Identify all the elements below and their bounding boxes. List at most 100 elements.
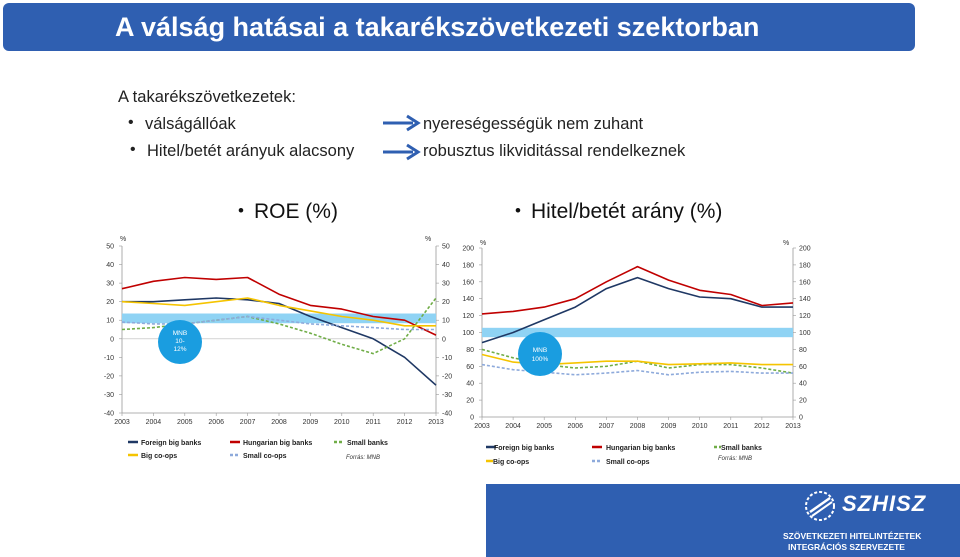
ratio-bubble-line2: 100% — [532, 356, 549, 363]
roe-ytick-label-right: 10 — [442, 318, 450, 325]
brand-line1: SZÖVETKEZETI HITELINTÉZETEK — [783, 531, 922, 541]
legend-smallcoops: Small co-ops — [606, 459, 650, 466]
ratio-ytick-label-right: 60 — [799, 364, 807, 371]
roe-xtick-label: 2007 — [240, 419, 256, 426]
ratio-bubble-line1: MNB — [533, 347, 547, 354]
roe-ytick-label-right: 30 — [442, 281, 450, 288]
ratio-ytick-label-left: 80 — [466, 347, 474, 354]
ratio-xtick-label: 2011 — [723, 423, 738, 430]
roe-ytick-label-right: -10 — [442, 355, 452, 362]
roe-ytick-label-right: 0 — [442, 336, 446, 343]
legend-smallcoops: Small co-ops — [243, 453, 287, 460]
roe-ytick-label-left: 50 — [106, 244, 114, 251]
roe-xtick-label: 2012 — [397, 419, 413, 426]
ratio-ytick-label-right: 20 — [799, 398, 807, 405]
legend-foreign: Foreign big banks — [494, 445, 554, 452]
roe-ytick-label-right: 50 — [442, 244, 450, 251]
roe-band-rect — [122, 313, 436, 324]
roe-ytick-label-right: -40 — [442, 411, 452, 418]
roe-bubble-line1: MNB — [173, 330, 187, 337]
ratio-xtick-label: 2013 — [785, 423, 801, 430]
ratio-xtick-label: 2009 — [661, 423, 677, 430]
roe-xtick-label: 2005 — [177, 419, 193, 426]
ratio-ytick-label-left: 120 — [462, 313, 474, 320]
ratio-ytick-label-left: 200 — [462, 246, 474, 253]
ratio-ytick-label-right: 0 — [799, 415, 803, 422]
ratio-ytick-label-right: 200 — [799, 246, 811, 253]
ratio-ytick-label-left: 0 — [470, 415, 474, 422]
ratio-ytick-label-left: 100 — [462, 330, 474, 337]
roe-legend: Foreign big banks Hungarian big banks Sm… — [128, 440, 388, 461]
roe-ytick-label-left: -20 — [104, 373, 114, 380]
ratio-ytick-label-left: 60 — [466, 364, 474, 371]
roe-ytick-label-left: 30 — [106, 281, 114, 288]
arrow-right-icon — [383, 114, 421, 132]
roe-chart-title-text: ROE (%) — [253, 200, 338, 223]
legend-small: Small banks — [721, 445, 762, 452]
ratio-bubble-shape — [518, 332, 562, 376]
roe-xtick-label: 2010 — [334, 419, 350, 426]
ratio-series-line-1 — [481, 276, 793, 344]
brand-line2: INTEGRÁCIÓS SZERVEZETE — [788, 542, 905, 552]
ratio-pct-left: % — [480, 240, 486, 247]
ratio-xtick-label: 2005 — [536, 423, 552, 430]
roe-chart-title: • ROE (%) — [238, 200, 338, 223]
brand-name: SZHISZ — [842, 491, 927, 516]
ratio-ytick-label-left: 160 — [462, 279, 474, 286]
ratio-ytick-label-left: 40 — [466, 381, 474, 388]
roe-xtick-label: 2009 — [303, 419, 319, 426]
roe-ytick-label-left: 40 — [106, 262, 114, 269]
legend-hungarian: Hungarian big banks — [606, 445, 675, 452]
roe-ytick-label-left: -10 — [104, 355, 114, 362]
roe-ytick-label-left: -40 — [104, 411, 114, 418]
ratio-series-line-2 — [481, 265, 794, 315]
brand-logo-panel: SZHISZ SZÖVETKEZETI HITELINTÉZETEK INTEG… — [486, 484, 960, 557]
slide-title: A válság hatásai a takarékszövetkezeti s… — [115, 12, 760, 42]
ratio-ytick-label-right: 40 — [799, 381, 807, 388]
roe-ytick-label-left: 10 — [106, 318, 114, 325]
roe-pct-right: % — [425, 236, 431, 243]
legend-small: Small banks — [347, 440, 388, 447]
ratio-xtick-label: 2008 — [630, 423, 646, 430]
roe-bubble-line3: 12% — [173, 346, 186, 353]
ratio-xtick-label: 2006 — [568, 423, 584, 430]
roe-xtick-label: 2013 — [428, 419, 444, 426]
point-right-2: robusztus likviditással rendelkeznek — [423, 142, 686, 160]
legend-foreign: Foreign big banks — [141, 440, 201, 447]
ratio-ytick-label-right: 160 — [799, 279, 811, 286]
ratio-ytick-label-right: 140 — [799, 296, 811, 303]
roe-ytick-label-left: -30 — [104, 392, 114, 399]
ratio-xtick-label: 2012 — [754, 423, 770, 430]
ratio-axes: 0 0 20 20 40 40 60 60 80 80 100 100 120 120 140 140 160 1… — [462, 246, 810, 431]
ratio-xtick-label: 2010 — [692, 423, 708, 430]
roe-ytick-label-right: 20 — [442, 299, 450, 306]
roe-bubble-line2: 10- — [175, 338, 184, 345]
ratio-pct-right: % — [783, 240, 789, 247]
roe-series-line-4 — [121, 297, 436, 327]
roe-ytick-label-right: 40 — [442, 262, 450, 269]
ratio-ytick-label-left: 140 — [462, 296, 474, 303]
legend-hungarian: Hungarian big banks — [243, 440, 312, 447]
roe-series-line-2 — [121, 276, 437, 336]
ratio-xtick-label: 2007 — [599, 423, 615, 430]
ratio-ytick-label-right: 180 — [799, 262, 811, 269]
roe-source: Forrás: MNB — [346, 455, 380, 461]
point-left-1: válságállóak — [128, 114, 236, 134]
ratio-mnb-band — [482, 327, 793, 338]
roe-series-line-1 — [122, 297, 437, 386]
ratio-xtick-label: 2003 — [474, 423, 490, 430]
ratio-ytick-label-left: 180 — [462, 262, 474, 269]
ratio-source: Forrás: MNB — [718, 456, 752, 462]
roe-xtick-label: 2006 — [208, 419, 224, 426]
roe-ytick-label-left: 0 — [110, 336, 114, 343]
ratio-chart-title-text: Hitel/betét arány (%) — [530, 200, 723, 223]
roe-ytick-label-right: -30 — [442, 392, 452, 399]
roe-xtick-label: 2003 — [114, 419, 130, 426]
ratio-ytick-label-right: 80 — [799, 347, 807, 354]
ratio-xtick-label: 2004 — [505, 423, 521, 430]
roe-mnb-band — [122, 313, 436, 324]
intro-text: A takarékszövetkezetek: — [118, 88, 296, 106]
roe-xtick-label: 2004 — [146, 419, 162, 426]
legend-bigcoops: Big co-ops — [493, 459, 529, 466]
ratio-chart: 0 0 20 20 40 40 60 60 80 80 100 100 120 120 140 140 160 1… — [462, 240, 810, 466]
